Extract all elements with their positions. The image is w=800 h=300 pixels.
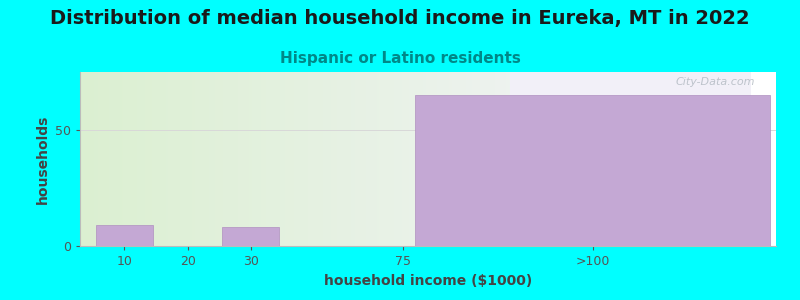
Bar xyxy=(510,72,750,246)
Text: City-Data.com: City-Data.com xyxy=(676,77,755,87)
Bar xyxy=(222,227,279,246)
Y-axis label: households: households xyxy=(35,114,50,204)
Bar xyxy=(96,225,153,246)
Bar xyxy=(415,95,770,246)
Text: Distribution of median household income in Eureka, MT in 2022: Distribution of median household income … xyxy=(50,9,750,28)
X-axis label: household income ($1000): household income ($1000) xyxy=(324,274,532,288)
Text: Hispanic or Latino residents: Hispanic or Latino residents xyxy=(279,51,521,66)
